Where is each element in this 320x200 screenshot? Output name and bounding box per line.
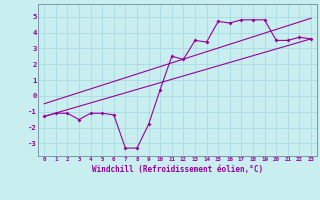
X-axis label: Windchill (Refroidissement éolien,°C): Windchill (Refroidissement éolien,°C) (92, 165, 263, 174)
